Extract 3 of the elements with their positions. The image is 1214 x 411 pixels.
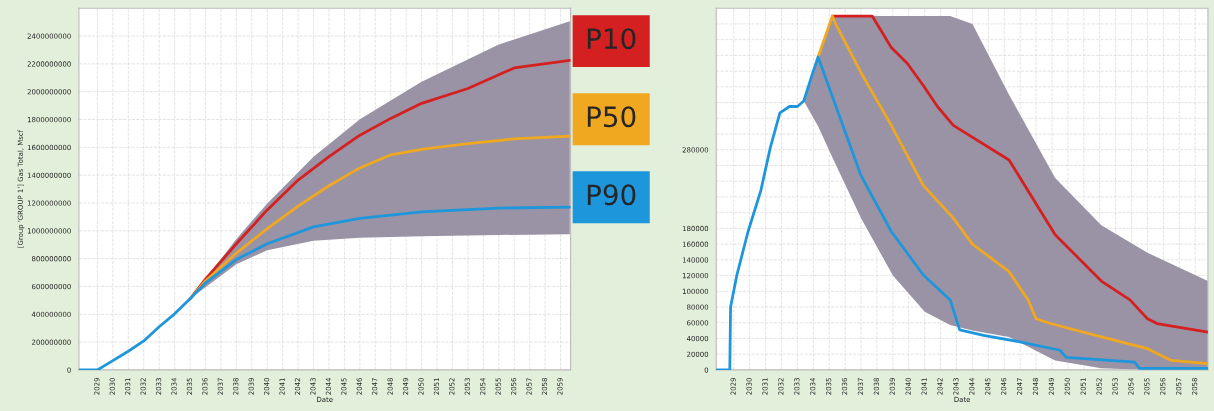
- series-label: P90: [587, 184, 636, 206]
- series-label: P50: [587, 106, 636, 128]
- series-label: P10: [587, 28, 636, 50]
